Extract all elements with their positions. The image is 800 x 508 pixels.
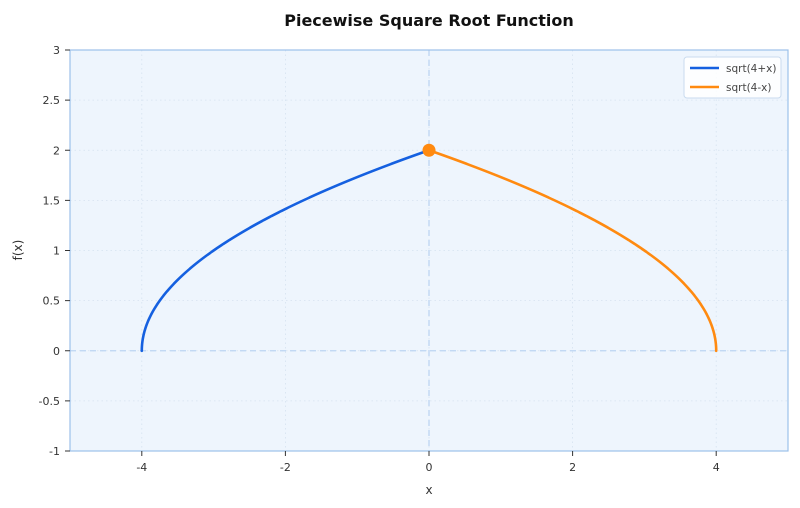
y-tick-label: -0.5: [39, 395, 60, 408]
y-tick-label: 1: [53, 245, 60, 258]
y-axis-label: f(x): [11, 240, 25, 261]
series-line-1: [427, 148, 718, 353]
y-tick-label: 3: [53, 44, 60, 57]
series-line-0: [140, 148, 431, 353]
point-markers: [422, 143, 436, 157]
legend-label-sqrt-4-minus-x: sqrt(4-x): [726, 82, 771, 94]
x-axis-label: x: [425, 483, 432, 497]
y-tick-label: 1.5: [43, 194, 61, 207]
legend-label-sqrt-4-plus-x: sqrt(4+x): [726, 63, 776, 75]
data-series: [140, 148, 718, 353]
x-tick-label: -4: [136, 461, 147, 474]
y-axis-ticks: -1 -0.5 0 0.5 1 1.5 2 2.5 3: [39, 44, 70, 458]
x-tick-label: -2: [280, 461, 291, 474]
x-tick-label: 0: [426, 461, 433, 474]
x-tick-label: 2: [569, 461, 576, 474]
x-axis-ticks: -4 -2 0 2 4: [136, 451, 720, 474]
y-tick-label: 2: [53, 144, 60, 157]
y-tick-label: 2.5: [43, 94, 61, 107]
reference-lines: [70, 50, 788, 451]
y-tick-label: -1: [49, 445, 60, 458]
chart-title: Piecewise Square Root Function: [284, 11, 574, 30]
legend: sqrt(4+x) sqrt(4-x): [683, 56, 782, 99]
y-tick-label: 0.5: [43, 295, 61, 308]
x-tick-label: 4: [713, 461, 720, 474]
y-tick-label: 0: [53, 345, 60, 358]
vertex-point-marker: [422, 143, 436, 157]
